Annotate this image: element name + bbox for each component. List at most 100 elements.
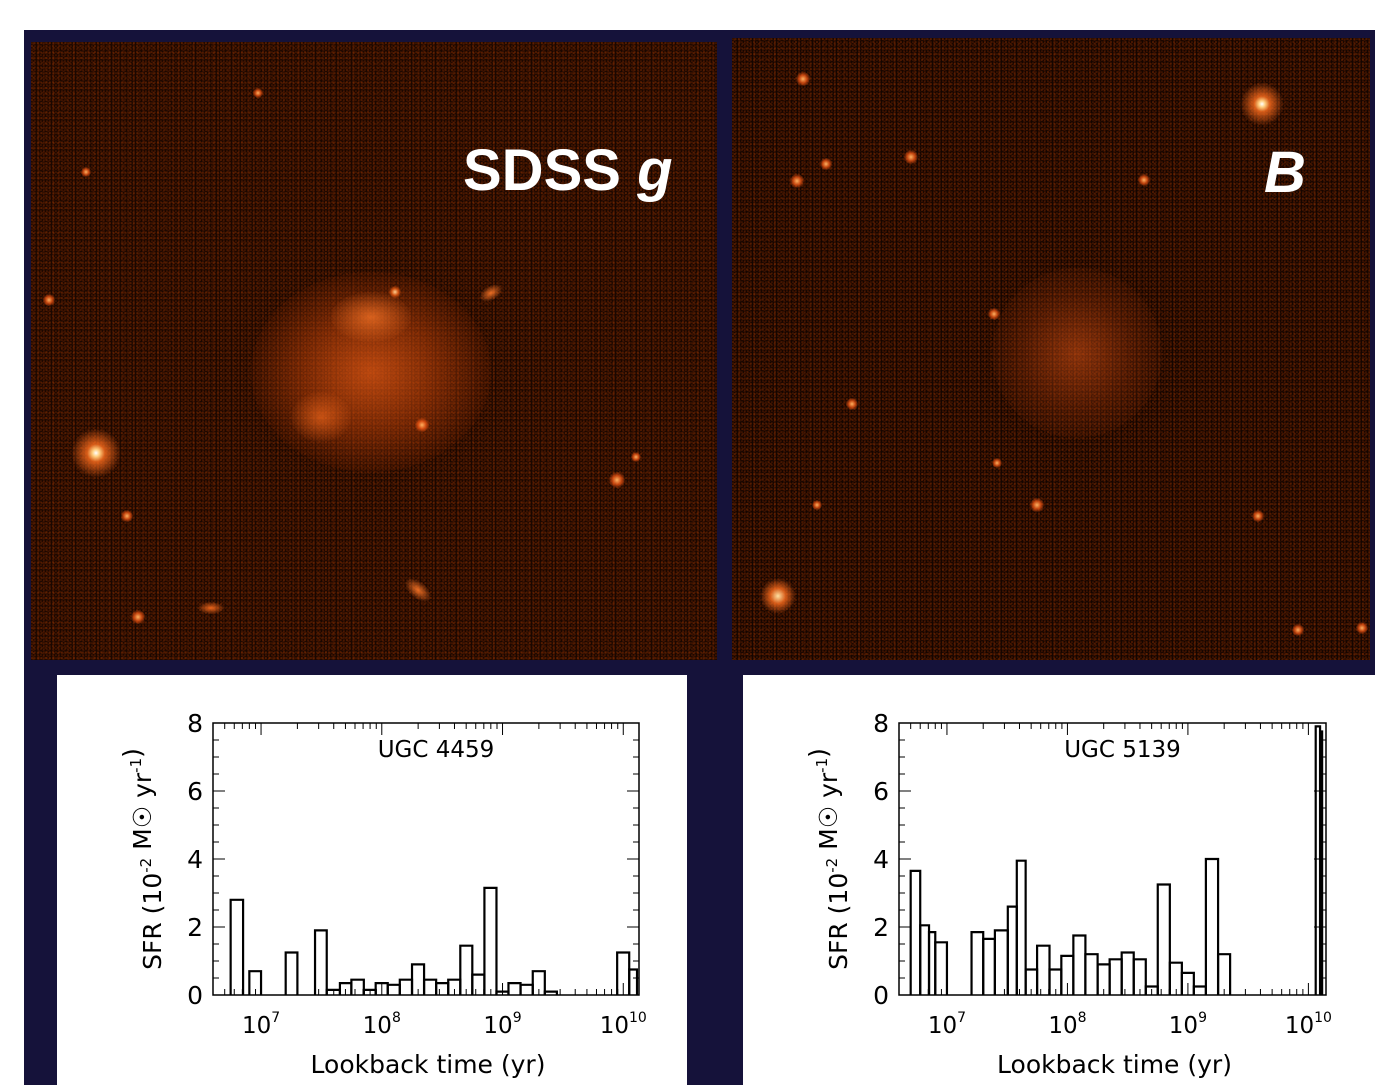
star — [253, 88, 263, 98]
sfr-bin — [229, 898, 245, 995]
chart-title: UGC 4459 — [378, 737, 495, 763]
x-tick-label: 108 — [1048, 1010, 1086, 1039]
star — [1252, 510, 1264, 522]
sfr-bin — [483, 886, 498, 995]
sfr-bin — [1120, 951, 1135, 995]
sfr-bin — [435, 982, 450, 995]
star — [131, 610, 145, 624]
x-axis-label: Lookback time (yr) — [997, 1050, 1232, 1079]
x-tick-label: 107 — [242, 1010, 280, 1039]
star — [992, 458, 1002, 468]
sfr-bin — [422, 978, 438, 995]
sfr-bin — [471, 973, 486, 995]
sfr-bin — [1035, 944, 1051, 995]
chart-title: UGC 5139 — [1064, 737, 1181, 763]
sfr-bin — [1006, 905, 1018, 995]
band-label-b: B — [1264, 144, 1306, 202]
star — [796, 72, 810, 86]
y-axis-label: SFR (10-2 M☉ yr-1) — [804, 748, 853, 970]
band-label-sdss-g: SDSS g — [463, 142, 673, 200]
y-tick-label: 0 — [873, 981, 889, 1010]
sfh-chart-ugc5139: 0 2 4 6 8 107 108 109 1010 UGC 5139 Lookback time … — [804, 709, 1332, 1079]
galaxy-ugc5139 — [992, 268, 1162, 438]
y-axis-label-group: SFR (10-2 M☉ yr-1) — [804, 748, 853, 970]
sfr-bin — [1132, 958, 1147, 995]
y-tick-label: 8 — [187, 709, 203, 738]
sfr-bin — [1192, 985, 1207, 995]
star — [904, 150, 918, 164]
b-band-image: B — [732, 38, 1370, 660]
star — [988, 308, 1000, 320]
sfr-bin — [350, 978, 365, 995]
sfr-bin — [313, 929, 328, 995]
band-label-text: SDSS — [463, 138, 621, 203]
star — [846, 398, 858, 410]
y-tick-label: 2 — [187, 913, 203, 942]
sfh-plot-panel-right: 0 2 4 6 8 107 108 109 1010 UGC 5139 Lookback time … — [743, 675, 1375, 1085]
star — [820, 158, 832, 170]
sfr-bin — [1015, 859, 1027, 995]
sfr-bin — [1318, 730, 1324, 995]
sfr-bin — [386, 983, 401, 995]
bright-star — [71, 428, 121, 478]
sfr-bin — [1216, 953, 1232, 995]
x-tick-label: 107 — [928, 1010, 966, 1039]
sfr-bin — [1156, 883, 1171, 995]
x-tick-label: 1010 — [600, 1010, 647, 1039]
y-tick-label: 4 — [187, 845, 203, 874]
star — [631, 452, 641, 462]
plot-frame — [898, 722, 1327, 996]
sfr-bin — [519, 983, 534, 995]
y-tick-label: 6 — [873, 777, 889, 806]
sfr-bin — [398, 978, 414, 995]
star — [1138, 174, 1150, 186]
x-tick-label: 1010 — [1285, 1010, 1332, 1039]
sfr-bin — [248, 970, 263, 995]
star — [1356, 622, 1368, 634]
plot-frame — [212, 722, 640, 996]
sfh-chart-ugc4459: 0 2 4 6 8 107 108 109 1010 UGC 4459 Lookback time … — [118, 709, 647, 1079]
sfr-bin — [543, 990, 558, 995]
sfh-plot-panel-left: 0 2 4 6 8 107 108 109 1010 UGC 4459 Lookback time … — [57, 675, 687, 1085]
band-label-filter: g — [637, 138, 673, 203]
background-galaxy — [198, 602, 224, 614]
star — [812, 500, 822, 510]
sfr-bin — [1072, 934, 1087, 995]
star — [609, 472, 625, 488]
bright-star — [1240, 82, 1284, 126]
x-tick-label: 108 — [363, 1010, 401, 1039]
background-galaxy — [477, 280, 505, 306]
star — [790, 174, 804, 188]
sfr-bin — [970, 931, 985, 995]
star — [415, 418, 429, 432]
sfr-bin — [1084, 953, 1099, 995]
star — [121, 510, 133, 522]
y-axis-label-group: SFR (10-2 M☉ yr-1) — [118, 748, 167, 970]
sfr-bin — [909, 869, 922, 995]
sfr-bin — [934, 941, 949, 995]
sfr-bin — [1204, 857, 1220, 995]
sfr-bin — [1108, 958, 1123, 995]
y-tick-label: 4 — [873, 845, 889, 874]
sfr-bin — [531, 970, 546, 995]
sdss-g-image: SDSS g — [31, 42, 717, 660]
star — [1292, 624, 1304, 636]
sfr-bin — [628, 968, 639, 995]
sfr-bin — [459, 944, 474, 995]
y-tick-label: 0 — [187, 981, 203, 1010]
y-axis-label: SFR (10-2 M☉ yr-1) — [118, 748, 167, 970]
sfr-bin — [919, 924, 931, 995]
y-tick-label: 8 — [873, 709, 889, 738]
star — [1030, 498, 1044, 512]
x-tick-label: 109 — [483, 1010, 521, 1039]
y-tick-label: 2 — [873, 913, 889, 942]
star — [389, 286, 401, 298]
galaxy-knot — [291, 392, 351, 442]
background-galaxy — [401, 574, 435, 606]
star — [43, 294, 55, 306]
bright-star — [760, 578, 796, 614]
sfr-bin — [982, 937, 996, 995]
sfr-bin — [284, 951, 299, 995]
galaxy-knot — [331, 292, 411, 342]
x-axis-label: Lookback time (yr) — [311, 1050, 546, 1079]
